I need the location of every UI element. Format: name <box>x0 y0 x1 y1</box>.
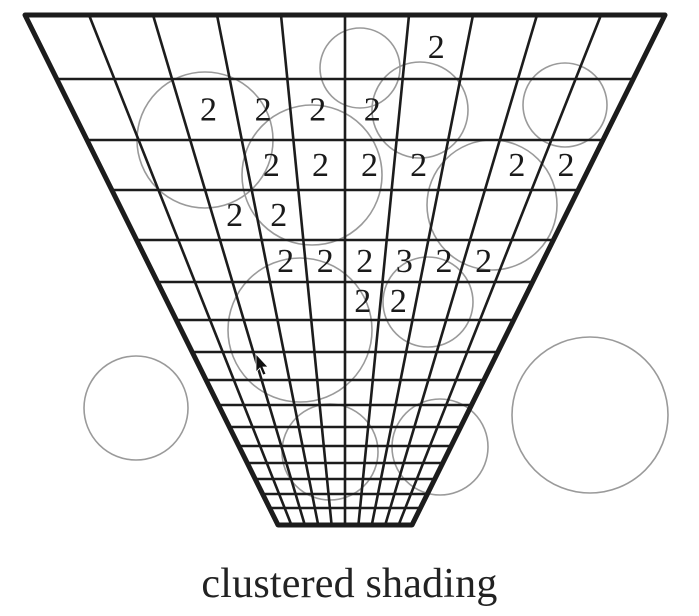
cluster-light-count: 2 <box>361 147 378 184</box>
tile-column-line <box>397 14 603 526</box>
cluster-light-count: 2 <box>200 92 217 129</box>
light-volumes <box>83 27 669 501</box>
cluster-light-count: 2 <box>435 243 452 280</box>
cluster-light-count: 2 <box>226 197 243 234</box>
cluster-light-count: 2 <box>263 147 280 184</box>
cluster-light-count: 2 <box>277 243 294 280</box>
cluster-light-count: 2 <box>475 243 492 280</box>
cluster-light-counts: 22 2 2 22 2 2 2 2 22 22 2 2 3 2 22 2 <box>200 29 575 320</box>
mouse-cursor-icon <box>255 352 269 376</box>
cluster-light-count: 2 <box>354 283 371 320</box>
cluster-light-count: 2 <box>317 243 334 280</box>
tile-column-line <box>279 14 333 526</box>
light-volume-circle <box>241 104 383 246</box>
cluster-light-count: 2 <box>558 147 575 184</box>
cluster-light-count: 2 <box>390 283 407 320</box>
cluster-light-count: 2 <box>356 243 373 280</box>
cluster-light-count: 2 <box>428 29 445 66</box>
caption: clustered shading <box>201 561 498 607</box>
cluster-light-count: 2 <box>508 147 525 184</box>
frustum-cluster-grid <box>22 12 668 528</box>
light-volume-circle <box>227 257 373 403</box>
light-volume-circle <box>382 256 474 348</box>
light-volume-circle <box>371 61 469 159</box>
cluster-light-count: 2 <box>364 92 381 129</box>
frustum-outline <box>22 12 668 528</box>
tile-column-line <box>215 14 320 526</box>
cluster-light-count: 2 <box>312 147 329 184</box>
cluster-light-count: 2 <box>270 197 287 234</box>
cluster-light-count: 3 <box>396 243 413 280</box>
cluster-light-count: 2 <box>255 92 272 129</box>
light-volume-circle <box>511 336 669 494</box>
light-volume-circle <box>319 27 401 109</box>
cluster-light-count: 2 <box>410 147 427 184</box>
tile-column-line <box>370 14 475 526</box>
tile-column-line <box>87 14 293 526</box>
light-volume-circle <box>522 62 608 148</box>
light-volume-circle <box>83 355 189 461</box>
tile-column-line <box>151 14 307 526</box>
tile-column-line <box>357 14 411 526</box>
cluster-light-count: 2 <box>309 92 326 129</box>
tile-column-line <box>383 14 539 526</box>
